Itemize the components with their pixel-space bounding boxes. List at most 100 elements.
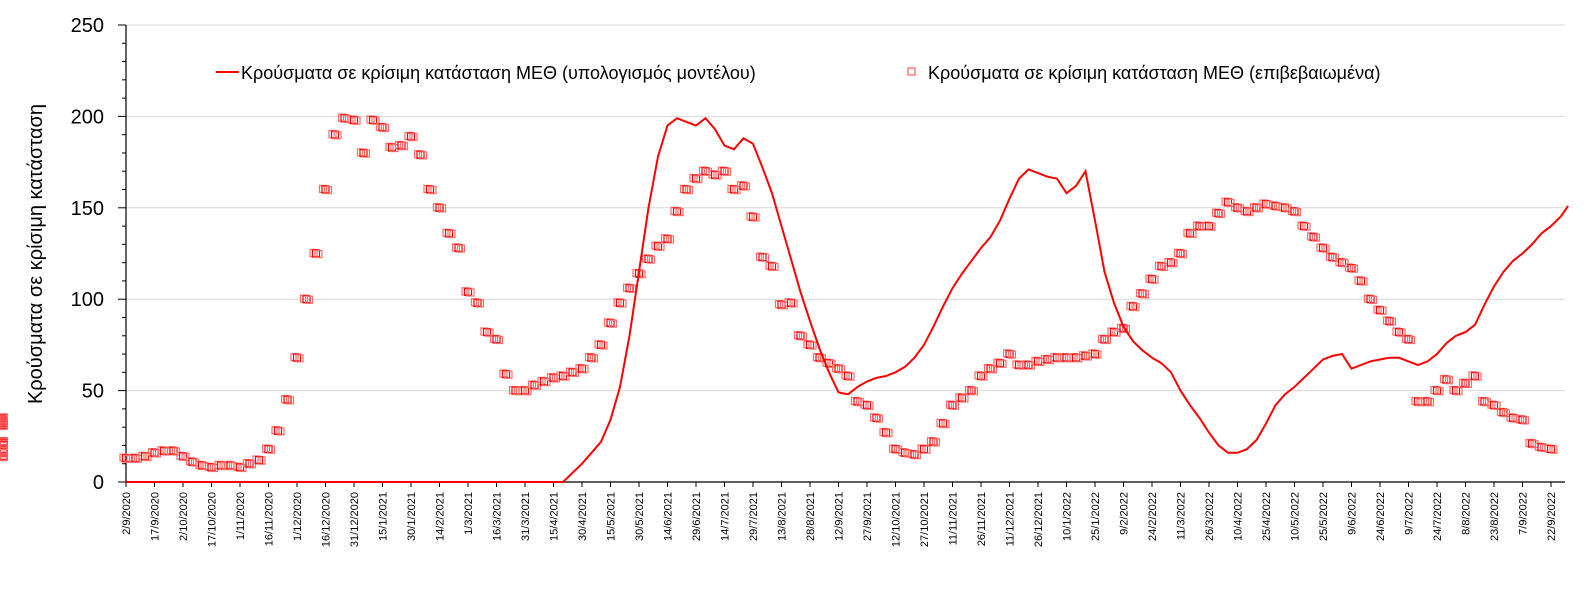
data-point-marker	[530, 381, 539, 390]
x-tick-label: 1/3/2021	[463, 492, 475, 535]
data-point-marker	[537, 376, 546, 385]
series-model-line	[126, 116, 1569, 483]
data-point-marker	[879, 427, 888, 437]
data-point-marker	[1430, 385, 1439, 395]
data-point-marker	[437, 204, 447, 213]
data-point-marker	[786, 298, 796, 307]
data-point-marker	[451, 243, 461, 252]
data-point-marker	[646, 255, 656, 264]
data-point-marker	[264, 445, 273, 454]
data-point-marker	[1487, 400, 1496, 409]
data-point-marker	[1394, 328, 1404, 337]
data-point-marker	[998, 359, 1007, 368]
data-point-marker	[499, 369, 508, 378]
data-point-marker	[770, 262, 779, 271]
data-point-marker	[1337, 258, 1347, 267]
data-point-marker	[1344, 263, 1354, 272]
data-point-marker	[432, 203, 442, 212]
x-tick-label: 17/9/2020	[150, 492, 162, 541]
data-point-marker	[1340, 259, 1349, 268]
data-point-marker	[461, 287, 470, 296]
data-point-marker	[532, 381, 542, 390]
data-point-marker	[888, 444, 898, 453]
data-point-marker	[257, 456, 266, 465]
data-point-marker	[1090, 349, 1100, 359]
data-point-marker	[596, 340, 606, 349]
data-point-marker	[874, 414, 884, 423]
data-point-marker	[1442, 375, 1451, 384]
data-point-marker	[1166, 258, 1176, 267]
data-point-marker	[266, 445, 276, 454]
data-point-marker	[1359, 277, 1368, 286]
x-tick-label: 25/4/2022	[1261, 492, 1273, 541]
legend-label-model: Κρούσματα σε κρίσιμη κατάσταση ΜΕΘ (υπολ…	[241, 63, 756, 83]
data-point-marker	[1525, 438, 1534, 448]
data-point-marker	[606, 318, 615, 328]
data-point-marker	[957, 393, 967, 402]
data-point-marker	[1259, 199, 1268, 208]
data-point-marker	[1147, 275, 1157, 284]
data-point-marker	[1432, 386, 1442, 395]
data-point-marker	[969, 387, 979, 396]
data-point-marker	[1297, 221, 1306, 230]
data-point-marker	[1387, 317, 1397, 326]
x-tick-label: 9/7/2022	[1404, 492, 1416, 535]
data-point-marker	[805, 340, 815, 349]
data-point-marker	[589, 354, 599, 363]
data-point-marker	[523, 387, 532, 396]
data-point-marker	[1159, 262, 1169, 271]
x-tick-label: 31/3/2021	[520, 492, 532, 541]
data-point-marker	[1404, 335, 1413, 344]
data-point-marker	[979, 372, 988, 381]
data-point-marker	[594, 340, 603, 349]
data-point-marker	[119, 453, 128, 462]
y-tick-label: 100	[71, 289, 104, 311]
data-point-marker	[233, 462, 242, 471]
data-point-marker	[907, 449, 917, 459]
x-tick-label: 2/10/2020	[178, 492, 190, 541]
x-tick-label: 29/6/2021	[691, 492, 703, 541]
y-tick-label: 250	[71, 15, 104, 37]
data-point-marker	[1112, 328, 1121, 337]
data-point-marker	[204, 462, 214, 471]
data-point-marker	[796, 331, 805, 340]
data-point-marker	[860, 400, 869, 409]
data-point-marker	[539, 377, 549, 386]
data-point-marker	[223, 460, 233, 469]
data-point-marker	[181, 452, 190, 462]
data-point-marker	[741, 182, 751, 191]
x-tick-label: 10/5/2022	[1290, 492, 1302, 541]
data-point-marker	[314, 250, 323, 259]
data-point-marker	[827, 359, 836, 368]
data-point-marker	[1088, 349, 1097, 358]
x-tick-label: 16/3/2021	[492, 492, 504, 541]
data-point-marker	[1392, 327, 1401, 336]
data-point-marker	[330, 130, 340, 139]
legend-item-confirmed[interactable]: Κρούσματα σε κρίσιμη κατάσταση ΜΕΘ (επιβ…	[907, 63, 1380, 83]
data-point-marker	[713, 171, 722, 180]
data-point-marker	[1093, 350, 1102, 359]
data-point-marker	[1050, 353, 1059, 362]
data-point-marker	[656, 242, 665, 251]
data-point-marker	[1439, 374, 1449, 384]
data-point-marker	[1207, 222, 1216, 231]
x-tick-label: 25/1/2022	[1090, 492, 1102, 541]
data-point-marker	[254, 456, 264, 465]
data-point-marker	[1506, 413, 1515, 422]
data-point-marker	[304, 295, 314, 304]
data-point-marker	[140, 452, 150, 461]
data-point-marker	[138, 451, 147, 460]
data-point-marker	[356, 148, 366, 157]
data-point-marker	[1024, 360, 1033, 370]
data-point-marker	[774, 300, 784, 309]
data-point-marker	[1544, 444, 1553, 453]
data-point-marker	[1385, 317, 1394, 326]
data-point-marker	[1309, 232, 1318, 242]
data-point-marker	[641, 254, 651, 263]
data-point-marker	[1311, 233, 1321, 242]
data-point-marker	[1444, 376, 1454, 385]
data-point-marker	[494, 335, 504, 345]
data-point-marker	[843, 371, 853, 381]
legend-item-model[interactable]: Κρούσματα σε κρίσιμη κατάσταση ΜΕΘ (υπολ…	[216, 63, 756, 83]
data-point-marker	[931, 438, 941, 447]
